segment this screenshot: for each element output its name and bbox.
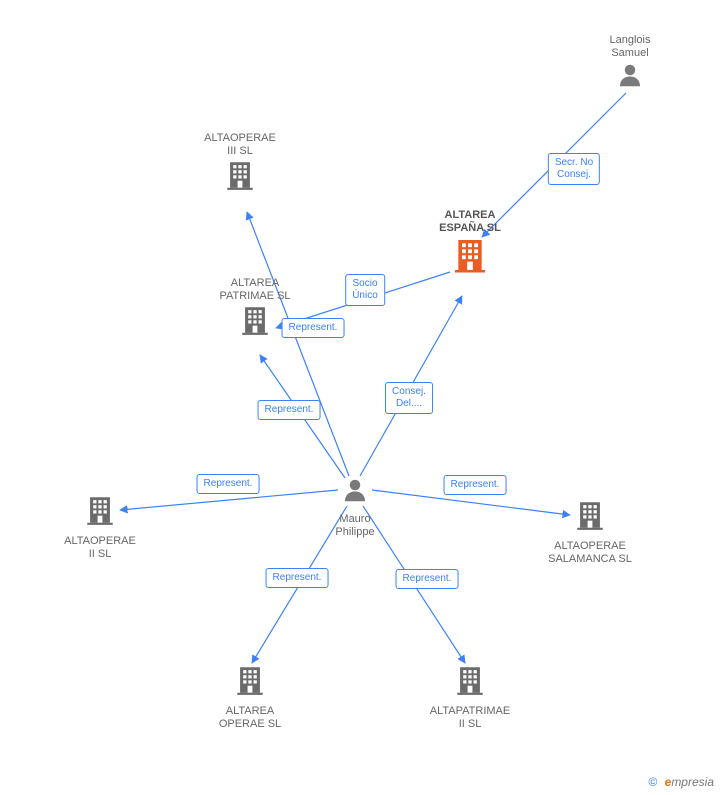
node-label-line: ALTAOPERAE (40, 535, 160, 548)
node-label-line: Samuel (570, 47, 690, 60)
node-label-line: ALTAREA (190, 705, 310, 718)
copyright-symbol: © (648, 775, 657, 789)
node-label: ALTAOPERAEIII SL (180, 132, 300, 158)
node-label-line: ALTAREA (195, 277, 315, 290)
building-icon (40, 493, 160, 531)
node-mauro[interactable]: MauroPhilippe (295, 475, 415, 539)
edge-label-line: Del.... (392, 398, 426, 410)
edge-label-line: Represent. (265, 404, 314, 416)
node-label-line: ESPAÑA SL (410, 222, 530, 235)
edge-label: Secr. NoConsej. (548, 153, 600, 185)
node-label-line: Langlois (570, 34, 690, 47)
node-alta3[interactable]: ALTAOPERAEIII SL (180, 128, 300, 196)
node-label: MauroPhilippe (295, 513, 415, 539)
node-alta2[interactable]: ALTAOPERAEII SL (40, 493, 160, 561)
node-label-line: ALTAPATRIMAE (410, 705, 530, 718)
edges-layer (0, 0, 728, 795)
node-label-line: II SL (40, 548, 160, 561)
edge-label-line: Único (352, 290, 378, 302)
edge-label: Represent. (266, 568, 329, 588)
node-label-line: ALTAOPERAE (530, 540, 650, 553)
edge-label-line: Socio (352, 278, 378, 290)
edge-label: Consej.Del.... (385, 382, 433, 414)
node-label-line: OPERAE SL (190, 718, 310, 731)
node-label-line: II SL (410, 718, 530, 731)
edge-label-line: Secr. No (555, 157, 593, 169)
edge-label: Represent. (282, 318, 345, 338)
edge-label: Represent. (197, 474, 260, 494)
edge-label-line: Represent. (289, 322, 338, 334)
edge-label: Represent. (258, 400, 321, 420)
person-icon (570, 60, 690, 94)
edge-line (247, 212, 349, 476)
node-label-line: ALTAREA (410, 209, 530, 222)
node-label: ALTAOPERAEII SL (40, 535, 160, 561)
building-icon (190, 663, 310, 701)
building-icon (410, 235, 530, 279)
edge-label: Represent. (444, 475, 507, 495)
node-langlois[interactable]: LangloisSamuel (570, 30, 690, 94)
watermark-rest: mpresia (671, 775, 714, 789)
edge-label-line: Represent. (403, 573, 452, 585)
edge-label-line: Consej. (392, 386, 426, 398)
node-operae[interactable]: ALTAREAOPERAE SL (190, 663, 310, 731)
edge-label-line: Represent. (451, 479, 500, 491)
node-label: ALTAREAPATRIMAE SL (195, 277, 315, 303)
node-label: ALTAREAOPERAE SL (190, 705, 310, 731)
edge-label-line: Represent. (204, 478, 253, 490)
node-altarea_es[interactable]: ALTAREAESPAÑA SL (410, 205, 530, 279)
building-icon (530, 498, 650, 536)
node-label-line: Philippe (295, 526, 415, 539)
node-label-line: Mauro (295, 513, 415, 526)
node-altapat2[interactable]: ALTAPATRIMAEII SL (410, 663, 530, 731)
node-label-line: III SL (180, 145, 300, 158)
edge-label-line: Consej. (555, 169, 593, 181)
edge-label: Represent. (396, 569, 459, 589)
node-label: ALTAOPERAESALAMANCA SL (530, 540, 650, 566)
building-icon (180, 158, 300, 196)
node-label: ALTAREAESPAÑA SL (410, 209, 530, 235)
node-label-line: ALTAOPERAE (180, 132, 300, 145)
node-salamanca[interactable]: ALTAOPERAESALAMANCA SL (530, 498, 650, 566)
node-label-line: PATRIMAE SL (195, 290, 315, 303)
node-label: LangloisSamuel (570, 34, 690, 60)
node-label-line: SALAMANCA SL (530, 553, 650, 566)
person-icon (295, 475, 415, 509)
edge-label-line: Represent. (273, 572, 322, 584)
node-label: ALTAPATRIMAEII SL (410, 705, 530, 731)
edge-label: SocioÚnico (345, 274, 385, 306)
watermark: © empresia (648, 775, 714, 789)
building-icon (410, 663, 530, 701)
